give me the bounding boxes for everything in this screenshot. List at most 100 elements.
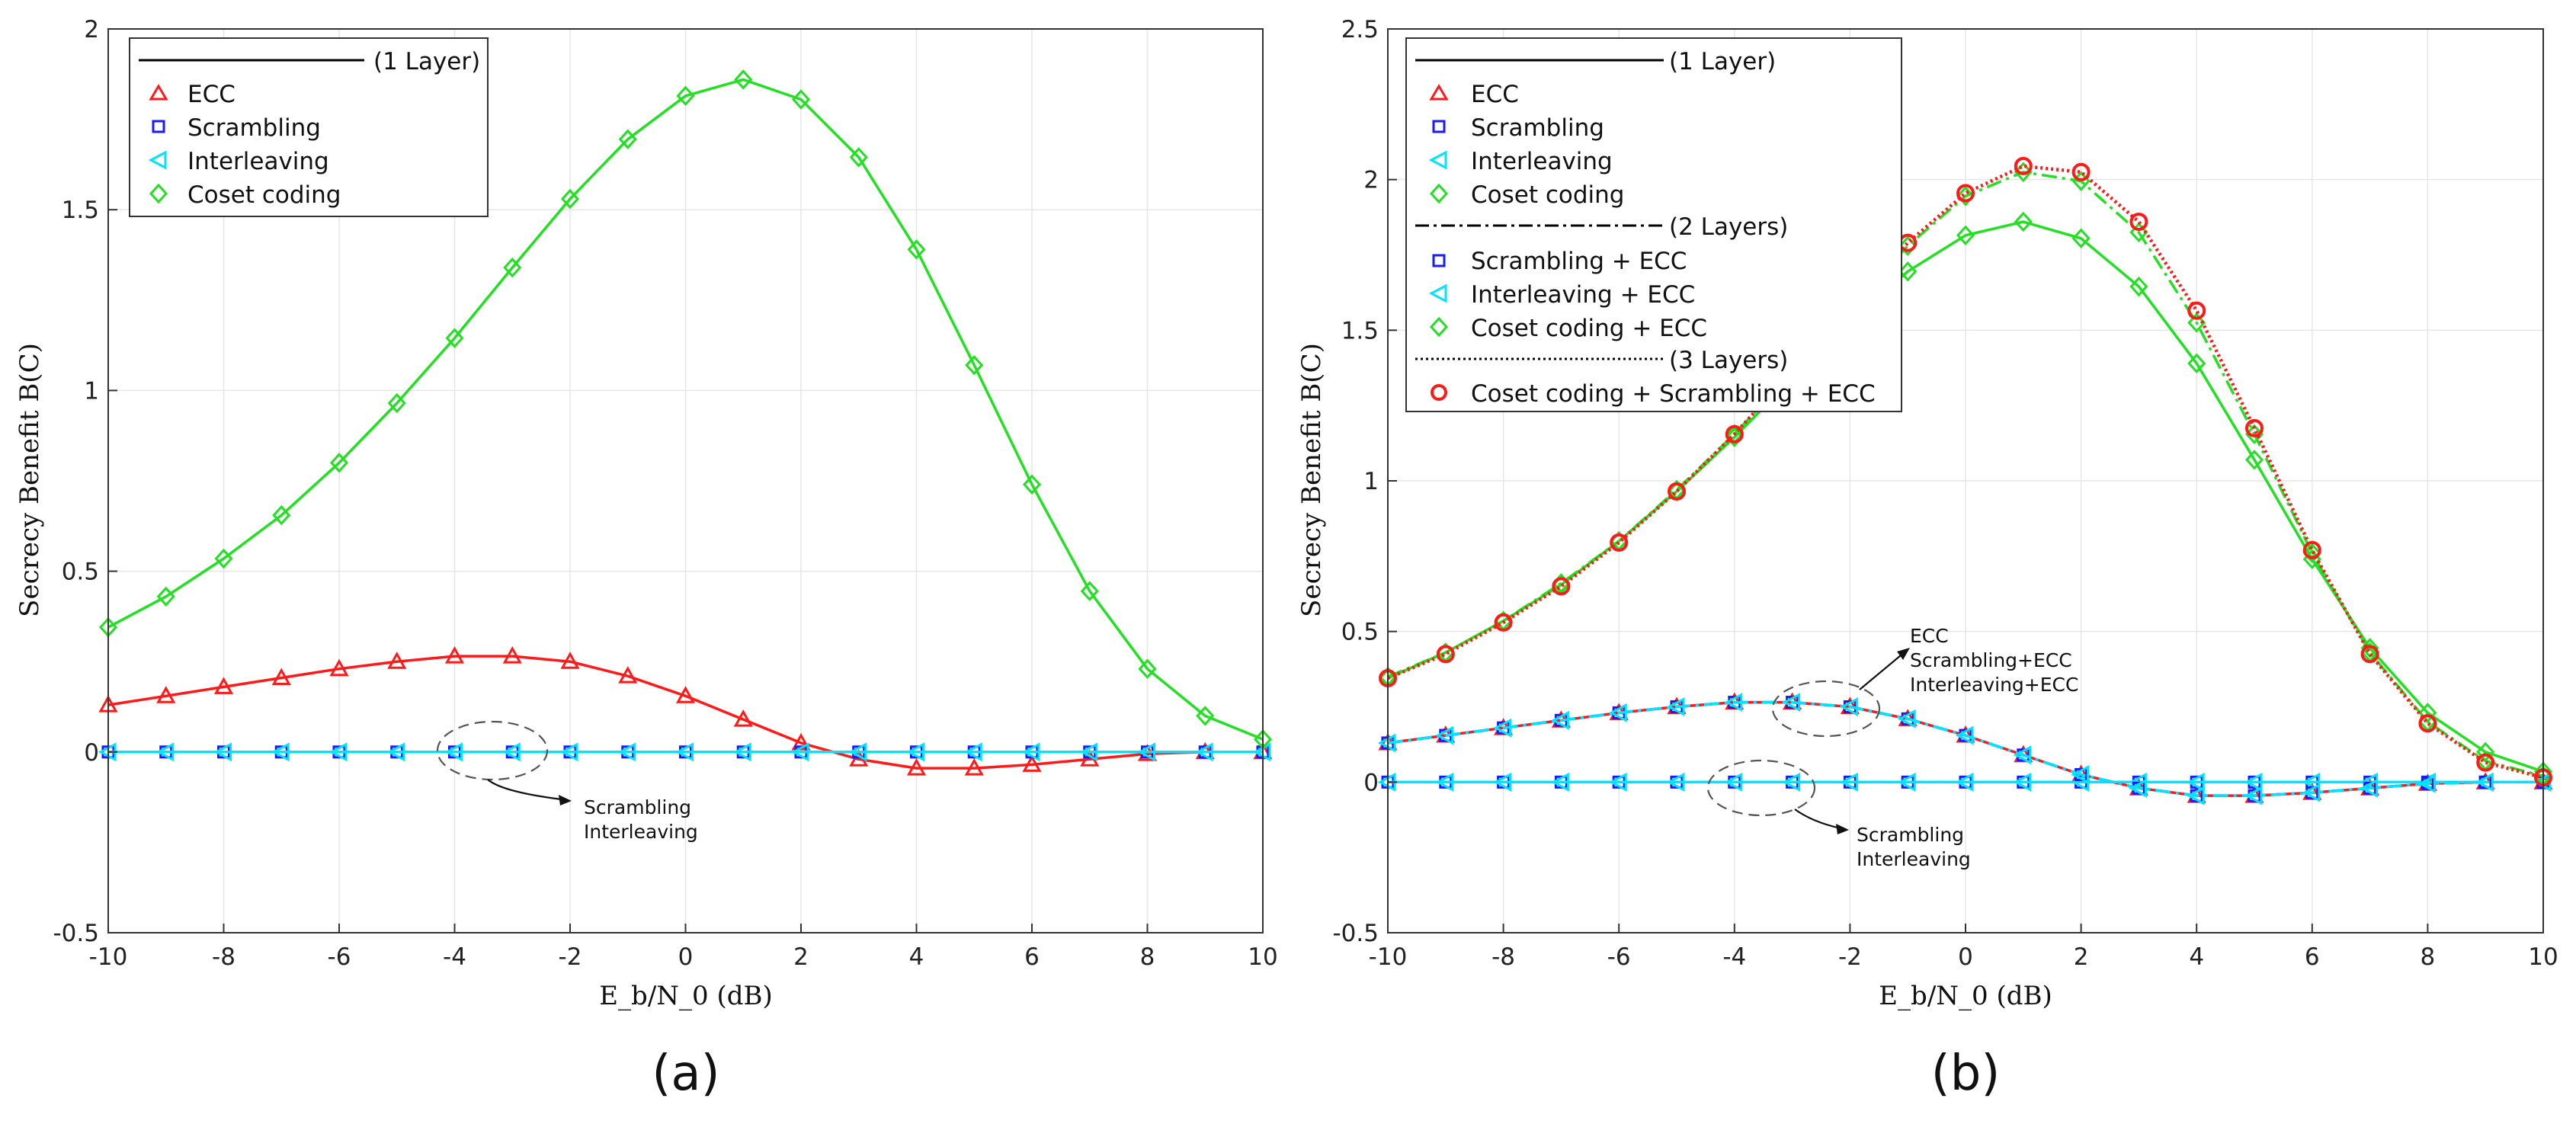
data-point-coset-coding-ecc bbox=[1956, 186, 1975, 207]
annotation-ellipse-b-1 bbox=[1771, 680, 1881, 738]
data-point-coset-coding bbox=[618, 129, 637, 149]
data-point-interleaving bbox=[444, 742, 463, 762]
legend-marker-interleaving-a bbox=[148, 150, 167, 170]
x-tick-label: -6 bbox=[328, 943, 351, 971]
legend-text-scrambling-a: Scrambling bbox=[187, 114, 321, 142]
data-point-coset-coding-scrambling-ecc bbox=[1552, 577, 1571, 596]
data-point-interleaving bbox=[386, 742, 405, 762]
data-point-interleaving-ecc bbox=[2302, 783, 2321, 802]
data-point-interleaving-ecc bbox=[2129, 778, 2147, 798]
annotation-text-a-1: Scrambling bbox=[584, 796, 691, 818]
y-tick-label: 0.5 bbox=[62, 559, 99, 586]
legend-marker-scrambling-a bbox=[152, 120, 165, 133]
data-point-interleaving-ecc bbox=[1666, 697, 1685, 716]
data-point-coset-coding-ecc bbox=[1898, 235, 1918, 256]
data-point-ecc bbox=[618, 666, 638, 684]
data-point-interleaving-ecc bbox=[2475, 772, 2494, 792]
legend-marker-coset-ecc-b bbox=[1429, 316, 1449, 338]
legend-text-coset-ecc-b: Coset coding + ECC bbox=[1471, 315, 1707, 342]
data-point-coset-coding bbox=[1138, 658, 1157, 679]
data-point-interleaving bbox=[559, 742, 578, 762]
y-tick-label: 2 bbox=[1363, 167, 1379, 194]
y-tick-label: 0.5 bbox=[1341, 619, 1379, 646]
data-point-ecc bbox=[733, 709, 753, 727]
data-point-coset-coding bbox=[2244, 450, 2264, 470]
data-point-coset-coding bbox=[445, 328, 464, 348]
data-point-coset-coding-ecc bbox=[2302, 543, 2321, 564]
data-point-interleaving bbox=[1782, 772, 1801, 792]
data-point-interleaving-ecc bbox=[1724, 693, 1743, 713]
data-point-coset-coding bbox=[2129, 276, 2148, 297]
data-point-ecc bbox=[502, 645, 522, 664]
y-tick-label: 0 bbox=[1363, 769, 1379, 796]
legend-marker-coset-a bbox=[149, 183, 168, 204]
legend-text-3layers-b: (3 Layers) bbox=[1669, 347, 1788, 374]
data-point-coset-coding bbox=[1022, 474, 1042, 495]
data-point-coset-coding-scrambling-ecc bbox=[2302, 540, 2321, 559]
x-tick-label: -10 bbox=[89, 943, 128, 971]
data-point-coset-coding bbox=[1196, 706, 1215, 726]
y-tick-label: 1.5 bbox=[62, 197, 99, 224]
series-coset-coding bbox=[98, 69, 1273, 750]
data-point-interleaving bbox=[1608, 772, 1627, 792]
legend-text-interleaving-ecc-b: Interleaving + ECC bbox=[1471, 281, 1695, 309]
x-tick-label: 4 bbox=[909, 943, 924, 971]
data-point-interleaving-ecc bbox=[1551, 710, 1569, 730]
data-point-coset-coding bbox=[734, 69, 753, 90]
data-point-ecc bbox=[964, 758, 984, 776]
legend-text-1layer-b: (1 Layer) bbox=[1669, 48, 1776, 75]
y-tick-label: -0.5 bbox=[1333, 920, 1379, 947]
legend-a: (1 Layer) ECC Scrambling Interleaving Co… bbox=[129, 37, 489, 217]
legend-marker-interleaving-b bbox=[1428, 150, 1447, 170]
x-tick-label: 2 bbox=[2074, 943, 2089, 971]
annotation-shapes-b bbox=[1706, 648, 1910, 834]
data-point-coset-coding bbox=[676, 85, 695, 106]
data-point-interleaving bbox=[1021, 742, 1040, 762]
x-tick-label: 6 bbox=[1024, 943, 1040, 971]
data-point-interleaving-ecc bbox=[2244, 786, 2263, 805]
series-line-interleaving-ecc bbox=[1387, 700, 2543, 797]
legend-text-coset-scrambling-ecc-b: Coset coding + Scrambling + ECC bbox=[1471, 380, 1876, 408]
annotation-text-b-4: Scrambling bbox=[1857, 824, 1964, 846]
panel-label-b: (b) bbox=[1931, 1046, 2001, 1102]
data-point-interleaving bbox=[2186, 772, 2205, 792]
legend-text-scrambling-b: Scrambling bbox=[1471, 114, 1604, 142]
legend-text-interleaving-a: Interleaving bbox=[187, 148, 329, 175]
data-point-coset-coding-scrambling-ecc bbox=[2071, 162, 2091, 181]
data-point-ecc bbox=[387, 652, 407, 669]
data-point-coset-coding bbox=[791, 89, 811, 110]
data-point-ecc bbox=[560, 652, 580, 669]
data-point-coset-coding-ecc bbox=[2014, 162, 2033, 183]
series-line-coset-coding-ecc bbox=[1387, 171, 2544, 778]
legend-marker-ecc-a bbox=[149, 84, 168, 101]
legend-marker-ecc-b bbox=[1429, 84, 1449, 101]
legend-text-coset-b: Coset coding bbox=[1471, 181, 1624, 209]
data-point-interleaving-ecc bbox=[1493, 718, 1512, 738]
data-point-coset-coding-scrambling-ecc bbox=[1956, 184, 1975, 203]
y-tick-label: 1 bbox=[84, 377, 99, 405]
x-tick-label: 6 bbox=[2305, 943, 2320, 971]
data-point-coset-coding-scrambling-ecc bbox=[1610, 533, 1629, 552]
data-point-interleaving bbox=[328, 742, 348, 762]
data-point-interleaving bbox=[848, 742, 867, 762]
x-tick-label: 4 bbox=[2189, 943, 2204, 971]
data-point-interleaving bbox=[1137, 742, 1155, 762]
legend-text-coset-a: Coset coding bbox=[187, 181, 341, 209]
x-tick-label: 0 bbox=[1958, 943, 1973, 971]
y-axis-label-b: Secrecy Benefit B(C) bbox=[1296, 343, 1327, 617]
y-tick-label: -0.5 bbox=[53, 920, 100, 947]
data-point-coset-coding-ecc bbox=[2129, 222, 2148, 243]
legend-text-ecc-a: ECC bbox=[187, 81, 235, 108]
legend-box-a bbox=[129, 37, 489, 217]
data-point-coset-coding-scrambling-ecc bbox=[2187, 301, 2206, 320]
legend-b: (1 Layer) ECC Scrambling Interleaving Co… bbox=[1405, 37, 1902, 412]
x-tick-label: 8 bbox=[2421, 943, 2436, 971]
x-tick-label: -8 bbox=[1491, 943, 1515, 971]
data-point-coset-coding-scrambling-ecc bbox=[2129, 213, 2148, 232]
legend-marker-scrambling-b bbox=[1432, 120, 1446, 133]
legend-text-scrambling-ecc-b: Scrambling + ECC bbox=[1471, 248, 1687, 275]
ticks-a: -10 -8 -6 -4 -2 0 2 4 6 8 10 -0.5 0 0.5 1 1.5 2 bbox=[53, 16, 1278, 971]
data-point-interleaving-ecc bbox=[2071, 764, 2090, 784]
data-point-coset-coding-scrambling-ecc bbox=[1725, 424, 1744, 444]
legend-text-interleaving-b: Interleaving bbox=[1471, 148, 1613, 175]
